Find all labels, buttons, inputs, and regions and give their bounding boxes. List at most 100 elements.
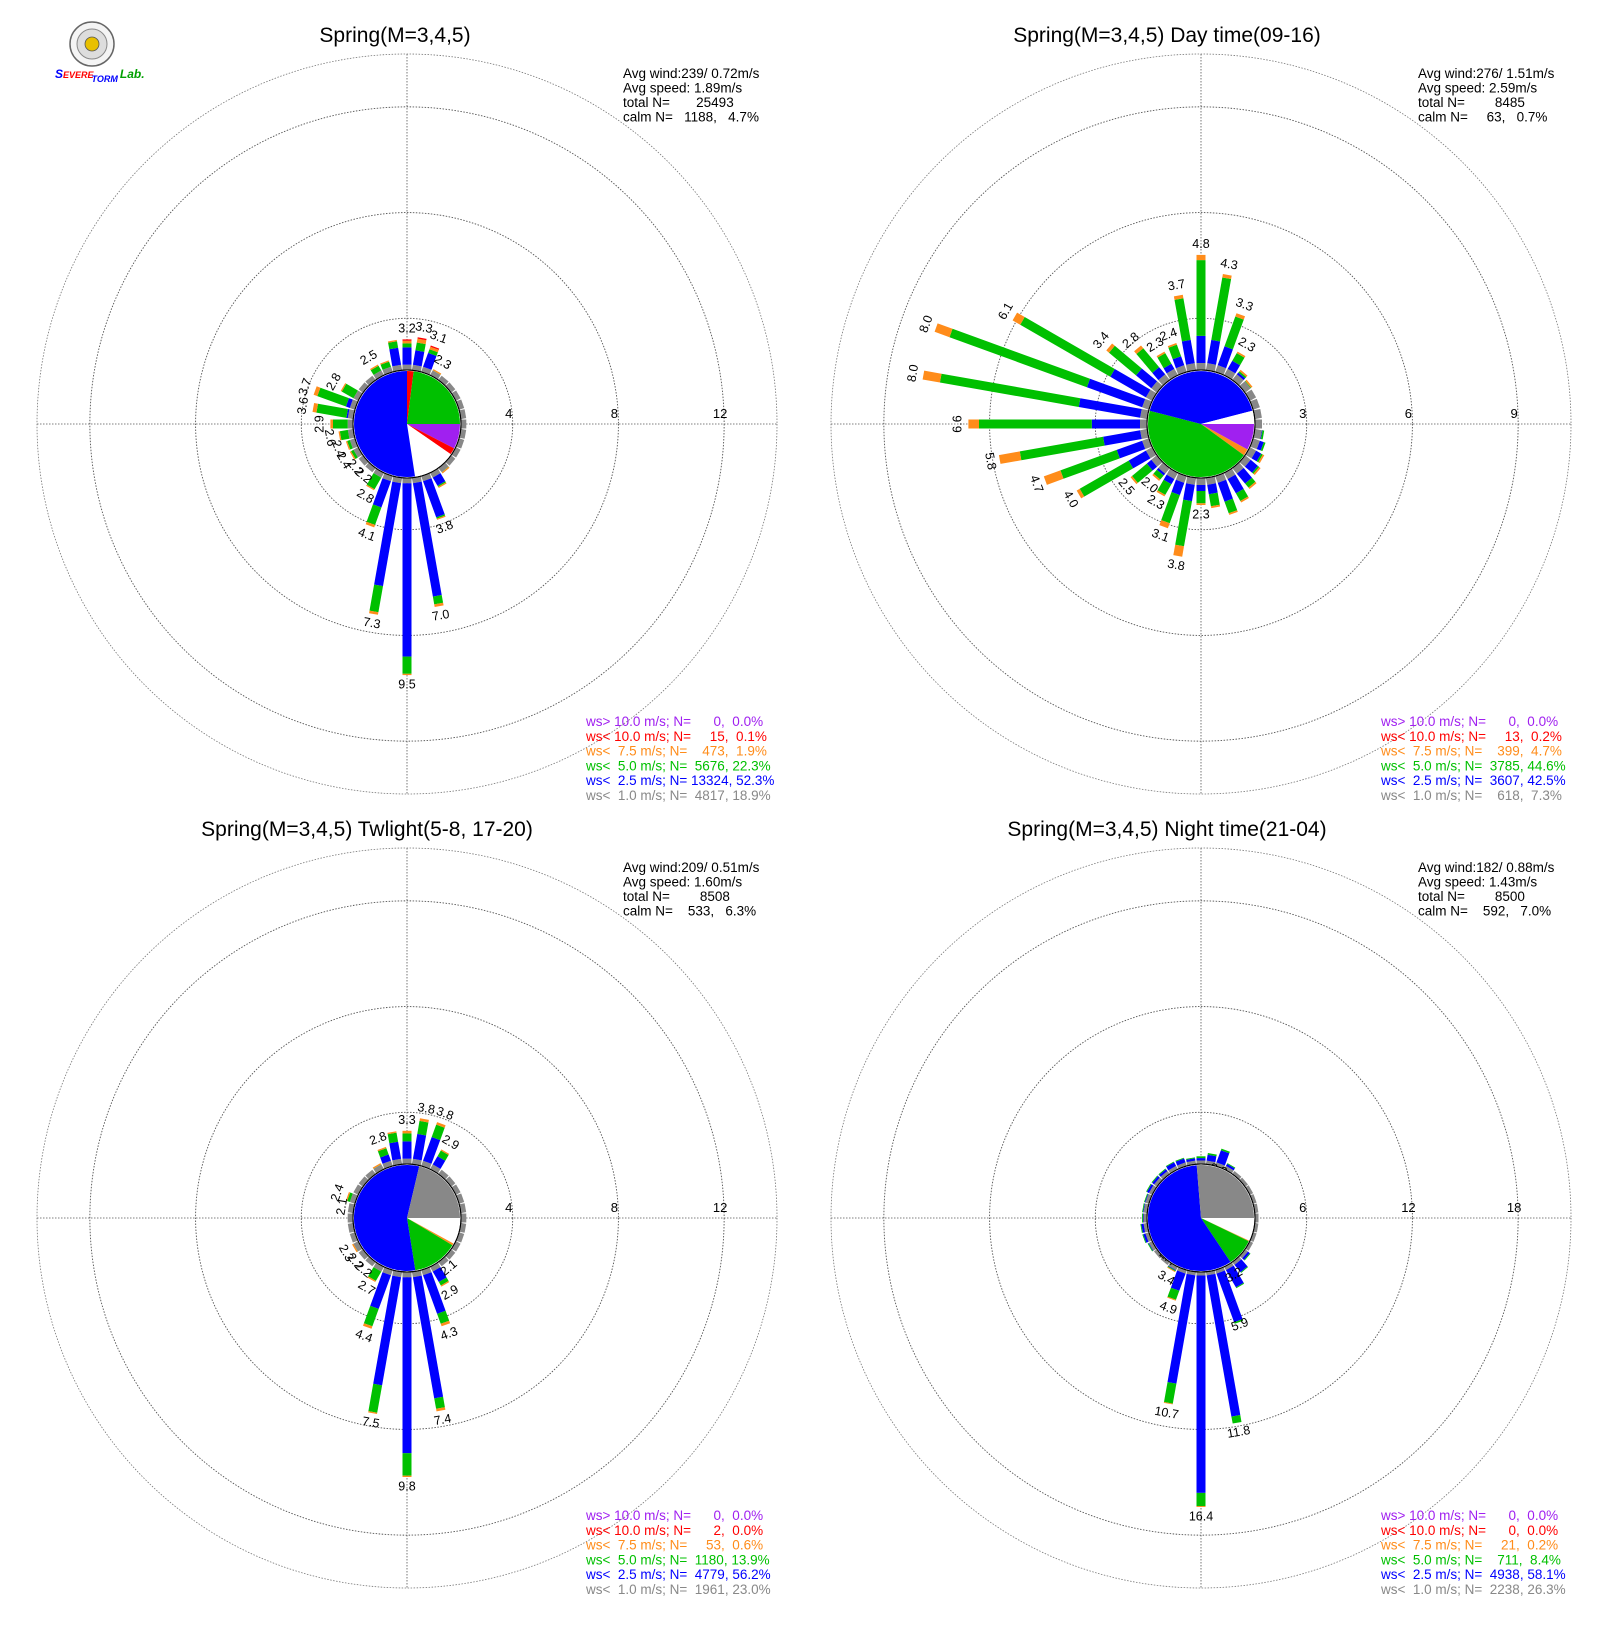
bar-label: 7.3 xyxy=(362,615,382,632)
bar-dir-10-lt1 xyxy=(411,364,422,372)
bar-dir-140-lt7_5 xyxy=(1248,481,1257,489)
bar-label: 3.1 xyxy=(428,327,449,346)
bar-dir-110-lt1 xyxy=(1250,1232,1257,1242)
bar-dir-50-lt1 xyxy=(1239,381,1251,393)
bar-dir-130-lt7_5 xyxy=(1253,467,1261,475)
bar-dir-10-lt2_5 xyxy=(412,350,425,367)
calm-pie-slice xyxy=(407,371,460,424)
bar-dir-300-lt1 xyxy=(1145,389,1157,401)
bar-dir-270-lt1 xyxy=(347,1213,353,1223)
bar-dir-120-lt1 xyxy=(451,1241,461,1252)
bar-dir-340-lt5 xyxy=(380,361,391,370)
bar-dir-200-lt5 xyxy=(363,1305,379,1327)
bar-dir-160-lt1 xyxy=(421,473,432,482)
bar-dir-280-lt5 xyxy=(1142,1203,1145,1213)
bar-dir-120-lt1 xyxy=(1245,1241,1254,1251)
bar-dir-150-lt1 xyxy=(430,1262,441,1272)
ring-label: 12 xyxy=(1401,1200,1415,1215)
bar-dir-350-lt5 xyxy=(1186,1157,1195,1160)
bar-dir-210-lt7_5 xyxy=(367,1276,376,1282)
bar-dir-0-lt1 xyxy=(402,364,412,370)
bar-dir-310-lt2_5 xyxy=(1152,1176,1160,1185)
bar-dir-210-lt7_5 xyxy=(1156,490,1166,497)
bar-dir-200-lt5 xyxy=(1161,492,1180,524)
panel-title: Spring(M=3,4,5) Night time(21-04) xyxy=(1007,818,1326,841)
stats-line: Avg speed: 1.89m/s xyxy=(623,81,742,96)
bar-dir-190-lt7_5 xyxy=(1163,1402,1173,1405)
bar-label: 7.0 xyxy=(431,607,451,624)
calm-pie-slice xyxy=(1196,1165,1254,1218)
bar-dir-10-lt5 xyxy=(417,1120,429,1136)
bar-dir-180-lt7_5 xyxy=(402,673,412,676)
bar-dir-270-lt2_5 xyxy=(1142,1213,1144,1223)
bar-dir-350-lt1 xyxy=(1186,363,1197,372)
calm-pie-slice xyxy=(407,1218,460,1244)
bar-dir-290-lt2_5 xyxy=(345,398,353,408)
bar-dir-250-lt7_5 xyxy=(345,441,351,450)
bar-dir-350-lt2_5 xyxy=(389,347,402,367)
bar-dir-240-lt5 xyxy=(1079,460,1134,497)
bar-dir-350-lt5 xyxy=(1174,298,1191,342)
bar-dir-90-lt1 xyxy=(461,1213,467,1223)
bar-dir-260-lt5 xyxy=(339,429,350,441)
bar-dir-260-lt5 xyxy=(1019,436,1105,461)
bar-dir-120-lt5 xyxy=(1256,453,1263,463)
bar-dir-150-lt1 xyxy=(1224,1262,1234,1271)
bar-label: 2.4 xyxy=(329,438,348,459)
bar-dir-290-lt7_5 xyxy=(934,323,953,338)
bar-dir-250-lt1 xyxy=(1145,1232,1152,1242)
bar-dir-190-lt1 xyxy=(1186,476,1197,485)
bar-dir-210-lt7_5 xyxy=(1167,1266,1176,1273)
legend-entry: ws< 5.0 m/s; N= 3785, 44.6% xyxy=(1380,758,1566,773)
bar-label: 3.8 xyxy=(417,1100,437,1117)
bar-label: 3.6 xyxy=(294,396,311,416)
bar-dir-20-lt1 xyxy=(1215,1162,1225,1169)
bar-dir-10-lt10 xyxy=(417,337,427,341)
bar-label: 3.7 xyxy=(295,376,314,397)
bar-label: 8.0 xyxy=(916,313,935,334)
bar-dir-20-lt2_5 xyxy=(423,352,437,370)
windrose-panel-4: 612182.32.33.25.911.816.410.74.93.42.4Sp… xyxy=(830,818,1572,1597)
bar-dir-270-lt5 xyxy=(979,419,1092,429)
bar-dir-20-lt2_5 xyxy=(423,1137,441,1164)
bar-dir-200-lt2_5 xyxy=(372,478,391,508)
calm-circle-border xyxy=(1146,1163,1256,1273)
bar-dir-180-lt7_5 xyxy=(1196,503,1206,505)
bar-dir-200-lt2_5 xyxy=(370,1272,391,1309)
bar-dir-140-lt5 xyxy=(1245,477,1256,488)
bar-dir-340-lt7_5 xyxy=(380,360,390,365)
bar-dir-150-lt5 xyxy=(438,1277,449,1286)
bar-dir-160-lt7_5 xyxy=(1228,510,1238,515)
bar-dir-320-lt2_5 xyxy=(1152,367,1166,381)
bar-label: 4.9 xyxy=(1158,1298,1179,1317)
ring-label: 6 xyxy=(1405,406,1412,421)
bar-label: 4.7 xyxy=(1027,473,1046,494)
bar-dir-350-lt7_5 xyxy=(387,339,397,343)
bar-dir-130-lt1 xyxy=(445,1249,456,1260)
bar-dir-140-lt1 xyxy=(438,462,449,473)
bar-dir-230-lt2_5 xyxy=(1146,459,1158,471)
calm-pie-slice xyxy=(1201,424,1248,456)
bar-dir-0-lt2_5 xyxy=(402,1141,412,1159)
stats-line: total N= 8485 xyxy=(1418,95,1525,110)
bar-dir-40-lt1 xyxy=(1232,1171,1242,1180)
ring-8 xyxy=(195,1006,619,1430)
bar-label: 2.3 xyxy=(1192,507,1209,521)
bar-dir-120-lt7_5 xyxy=(1258,454,1265,464)
bar-dir-10-lt5 xyxy=(415,342,426,352)
ring-label: 4 xyxy=(505,1200,512,1215)
bar-dir-190-lt5 xyxy=(369,584,383,613)
bar-dir-290-lt5 xyxy=(317,387,349,407)
bar-dir-200-lt7_5 xyxy=(1159,520,1170,529)
bar-dir-340-lt5 xyxy=(1168,344,1182,360)
ring-label: 3 xyxy=(1299,406,1306,421)
bar-dir-190-lt5 xyxy=(1164,1382,1177,1404)
bar-dir-20-lt5 xyxy=(1220,1148,1230,1154)
ring-12 xyxy=(989,1006,1413,1430)
legend-entry: ws> 10.0 m/s; N= 0, 0.0% xyxy=(1380,714,1558,729)
bar-dir-0-lt7_5 xyxy=(1196,254,1206,261)
bar-label: 4.4 xyxy=(353,1326,374,1345)
bar-label: 7.5 xyxy=(361,1414,381,1431)
bar-dir-210-lt1 xyxy=(373,1262,384,1272)
bar-label: 5.9 xyxy=(1229,1315,1250,1334)
